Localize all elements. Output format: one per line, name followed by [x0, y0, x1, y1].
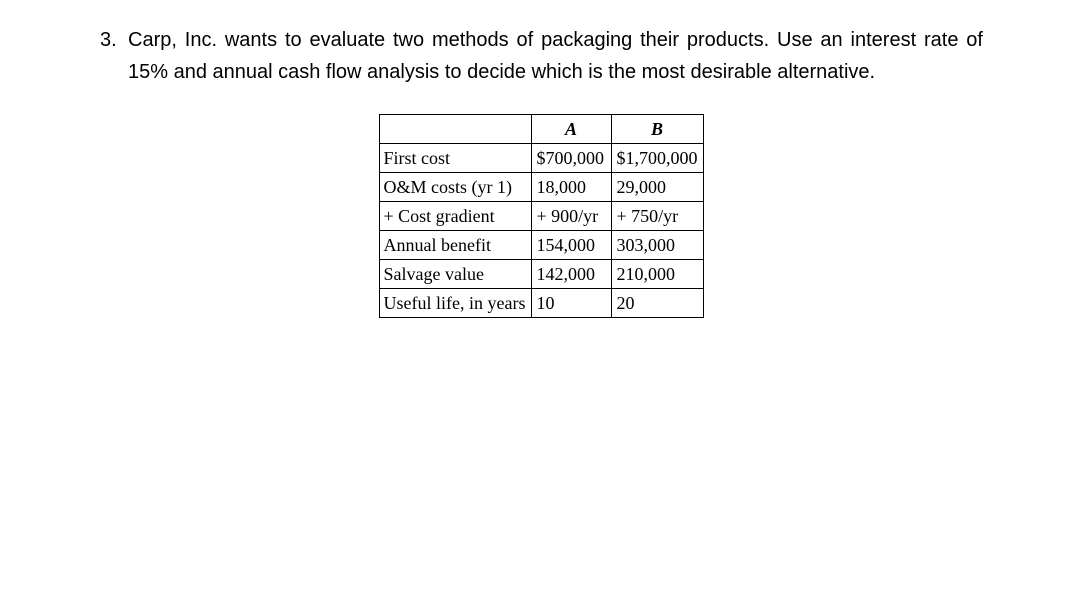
table-header-row: A B	[379, 115, 704, 144]
row-a: 142,000	[532, 260, 612, 289]
table-row: Salvage value 142,000 210,000	[379, 260, 704, 289]
problem-block: 3. Carp, Inc. wants to evaluate two meth…	[100, 24, 983, 318]
row-a: 154,000	[532, 231, 612, 260]
row-b: 29,000	[612, 173, 704, 202]
row-a: + 900/yr	[532, 202, 612, 231]
row-b: $1,700,000	[612, 144, 704, 173]
table-header-blank	[379, 115, 532, 144]
table-header-b: B	[612, 115, 704, 144]
row-label: + Cost gradient	[379, 202, 532, 231]
table-header-a: A	[532, 115, 612, 144]
row-a: 18,000	[532, 173, 612, 202]
table-row: First cost $700,000 $1,700,000	[379, 144, 704, 173]
table-wrap: A B First cost $700,000 $1,700,000 O&M c…	[100, 114, 983, 318]
row-label: Useful life, in years	[379, 289, 532, 318]
row-b: 20	[612, 289, 704, 318]
row-a: $700,000	[532, 144, 612, 173]
table-row: Annual benefit 154,000 303,000	[379, 231, 704, 260]
problem-number: 3.	[100, 24, 117, 56]
row-label: Annual benefit	[379, 231, 532, 260]
row-b: 210,000	[612, 260, 704, 289]
row-label: O&M costs (yr 1)	[379, 173, 532, 202]
table-row: + Cost gradient + 900/yr + 750/yr	[379, 202, 704, 231]
alternatives-table: A B First cost $700,000 $1,700,000 O&M c…	[379, 114, 705, 318]
row-a: 10	[532, 289, 612, 318]
page: 3. Carp, Inc. wants to evaluate two meth…	[0, 0, 1073, 606]
row-label: Salvage value	[379, 260, 532, 289]
row-b: + 750/yr	[612, 202, 704, 231]
row-label: First cost	[379, 144, 532, 173]
table-row: O&M costs (yr 1) 18,000 29,000	[379, 173, 704, 202]
table-row: Useful life, in years 10 20	[379, 289, 704, 318]
problem-text: Carp, Inc. wants to evaluate two methods…	[128, 24, 983, 88]
row-b: 303,000	[612, 231, 704, 260]
